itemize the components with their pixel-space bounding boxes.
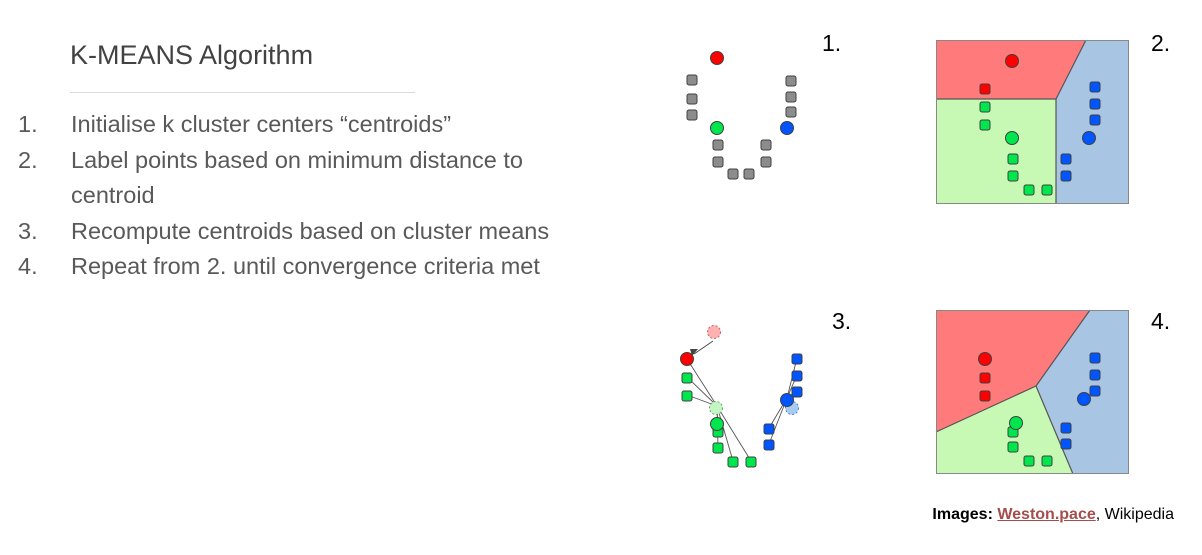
data-point <box>785 75 797 87</box>
region-blue <box>1036 310 1129 474</box>
data-point <box>1007 441 1019 453</box>
centroid-blue <box>780 393 794 407</box>
data-point <box>1041 184 1053 196</box>
data-point <box>760 139 772 151</box>
data-point <box>763 439 775 451</box>
data-point <box>760 156 772 168</box>
panel-2-label: 2. <box>1151 30 1171 56</box>
panel-3-label: 3. <box>832 308 852 334</box>
panel-1-label: 1. <box>822 30 842 56</box>
centroid-green <box>1005 131 1019 145</box>
step-number: 2. <box>18 146 38 173</box>
data-point <box>1060 422 1072 434</box>
data-point <box>1089 114 1101 126</box>
data-point <box>1089 352 1101 364</box>
panel-4-label: 4. <box>1151 308 1171 334</box>
data-point <box>1060 438 1072 450</box>
panel-1-diagram <box>686 51 797 180</box>
credit-suffix: , Wikipedia <box>1095 506 1174 523</box>
data-point <box>1089 385 1101 397</box>
data-point <box>686 109 698 121</box>
data-point <box>979 390 991 402</box>
step-4: 4. Repeat from 2. until convergence crit… <box>18 249 578 285</box>
data-point <box>681 372 693 384</box>
step-text: Initialise k cluster centers “centroids” <box>71 111 452 137</box>
region-green <box>936 99 1056 204</box>
step-1: 1. Initialise k cluster centers “centroi… <box>18 107 578 143</box>
centroid-blue <box>780 121 794 135</box>
data-point <box>745 456 757 468</box>
title-divider <box>70 92 415 93</box>
credit-link[interactable]: Weston.pace <box>997 506 1096 523</box>
data-point <box>727 456 739 468</box>
centroid-red <box>680 352 694 366</box>
slide-title: K-MEANS Algorithm <box>70 40 314 70</box>
centroid-red <box>1005 54 1019 68</box>
step-3: 3. Recompute centroids based on cluster … <box>18 214 578 250</box>
data-point <box>791 386 803 398</box>
step-text: Repeat from 2. until convergence criteri… <box>71 253 540 279</box>
data-point <box>791 353 803 365</box>
step-2: 2. Label points based on minimum distanc… <box>18 143 578 214</box>
data-point <box>1007 153 1019 165</box>
panel-border <box>936 310 1129 474</box>
step-number: 3. <box>18 217 38 244</box>
region-green <box>936 386 1073 474</box>
data-point <box>1023 184 1035 196</box>
data-point <box>1007 170 1019 182</box>
data-point <box>1060 153 1072 165</box>
old-centroid-red <box>707 325 721 339</box>
panel-border <box>936 40 1129 204</box>
data-point <box>743 168 755 180</box>
data-point <box>1089 369 1101 381</box>
data-point <box>686 93 698 105</box>
data-point <box>681 390 693 402</box>
region-red <box>936 310 1090 432</box>
centroid-green <box>710 417 724 431</box>
data-point <box>686 74 698 86</box>
centroid-blue <box>1082 131 1096 145</box>
region-red <box>936 40 1086 99</box>
data-point <box>979 101 991 113</box>
data-point <box>785 91 797 103</box>
image-credit: Images: Weston.pace, Wikipedia <box>932 506 1174 524</box>
step-text: Recompute centroids based on cluster mea… <box>71 217 550 244</box>
algorithm-steps: 1. Initialise k cluster centers “centroi… <box>18 107 578 285</box>
data-point <box>1041 455 1053 467</box>
data-point <box>1089 81 1101 93</box>
centroid-red <box>978 352 992 366</box>
data-point <box>712 139 724 151</box>
data-point <box>1089 98 1101 110</box>
centroid-green <box>1009 416 1023 430</box>
step-number: 1. <box>18 111 38 137</box>
data-point <box>727 168 739 180</box>
data-point <box>791 370 803 382</box>
step-text: Label points based on minimum distance t… <box>71 146 523 209</box>
data-point <box>979 83 991 95</box>
centroid-red <box>710 51 724 65</box>
step-number: 4. <box>18 253 38 279</box>
data-point <box>712 156 724 168</box>
panel-4-diagram <box>935 309 1129 475</box>
panel-2-diagram <box>936 39 1129 204</box>
credit-prefix: Images: <box>932 506 998 523</box>
data-point <box>763 423 775 435</box>
data-point <box>979 372 991 384</box>
data-point <box>1060 170 1072 182</box>
data-point <box>979 119 991 131</box>
data-point <box>1023 455 1035 467</box>
old-centroid-green <box>709 401 723 415</box>
centroid-green <box>710 121 724 135</box>
centroid-blue <box>1077 392 1091 406</box>
data-point <box>712 442 724 454</box>
data-point <box>785 106 797 118</box>
panel-3-diagram <box>680 325 803 468</box>
